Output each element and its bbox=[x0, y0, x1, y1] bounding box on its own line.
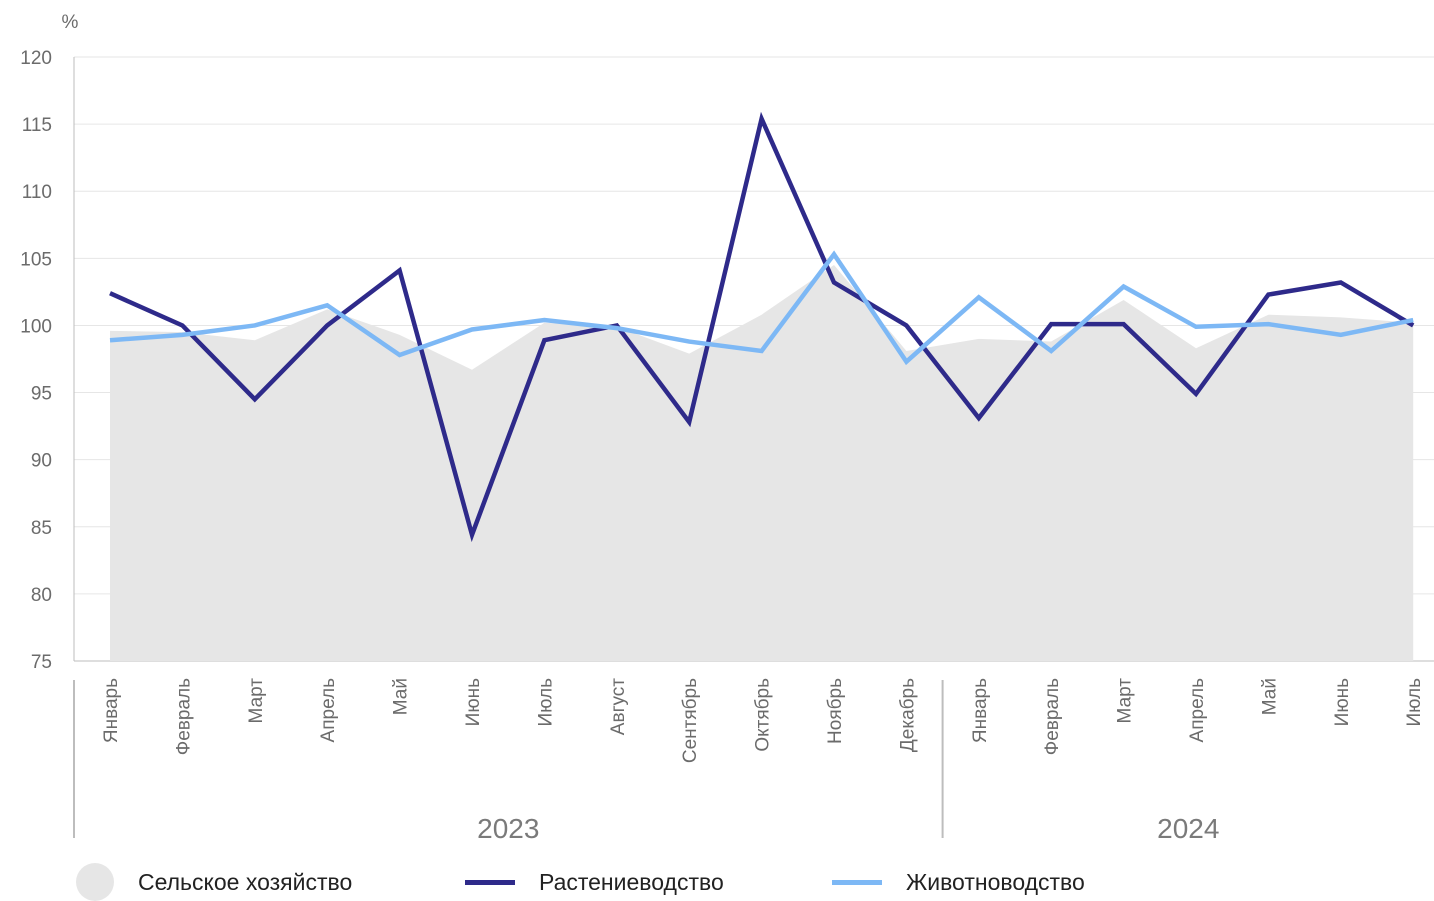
x-category-label: Апрель bbox=[318, 678, 339, 743]
y-tick-label: 105 bbox=[20, 249, 52, 270]
x-category-label: Июль bbox=[535, 678, 556, 727]
area-agriculture bbox=[110, 265, 1414, 661]
series-line-crop bbox=[109, 111, 1415, 543]
x-category-label: Февраль bbox=[1042, 678, 1063, 755]
y-tick-label: 90 bbox=[31, 451, 52, 472]
x-category-label: Август bbox=[608, 678, 629, 735]
x-category-label: Ноябрь bbox=[825, 678, 846, 744]
legend-item-crop: Растениеводство bbox=[465, 866, 724, 898]
legend: Сельское хозяйство Растениеводство Живот… bbox=[0, 863, 1434, 901]
y-tick-label: 75 bbox=[31, 652, 52, 673]
legend-swatch-agriculture bbox=[76, 863, 114, 901]
y-tick-label: 95 bbox=[31, 384, 52, 405]
legend-item-agriculture: Сельское хозяйство bbox=[76, 863, 353, 901]
legend-item-livestock: Животноводство bbox=[832, 866, 1085, 898]
x-category-label: Февраль bbox=[173, 678, 194, 755]
y-unit-label: % bbox=[62, 12, 79, 33]
line-series bbox=[109, 111, 1415, 543]
y-tick-label: 100 bbox=[20, 316, 52, 337]
x-category-label: Март bbox=[246, 678, 267, 724]
y-tick-label: 85 bbox=[31, 518, 52, 539]
series-line-livestock bbox=[109, 250, 1414, 366]
y-tick-label: 110 bbox=[22, 182, 52, 203]
x-category-label: Декабрь bbox=[897, 678, 918, 752]
y-tick-label: 80 bbox=[31, 585, 52, 606]
x-category-label: Июнь bbox=[463, 678, 484, 726]
legend-label-crop: Растениеводство bbox=[539, 868, 724, 895]
legend-swatch-crop bbox=[465, 879, 515, 885]
year-label: 2024 bbox=[1157, 813, 1219, 844]
x-category-label: Сентябрь bbox=[680, 678, 701, 763]
y-tick-label: 120 bbox=[20, 48, 52, 69]
x-axis: Январь Февраль Март Апрель Май Июнь Июль Август… bbox=[73, 678, 1425, 844]
x-category-label: Июль bbox=[1404, 678, 1425, 727]
line-chart: % 75 80 85 90 95 100 105 110 115 120 Январь Феврал… bbox=[20, 12, 1434, 844]
x-category-label: Октябрь bbox=[753, 678, 774, 752]
x-category-label: Май bbox=[391, 678, 412, 715]
y-tick-label: 115 bbox=[22, 115, 52, 136]
x-category-label: Апрель bbox=[1187, 678, 1208, 743]
x-category-label: Июнь bbox=[1332, 678, 1353, 726]
area-series bbox=[110, 265, 1414, 661]
y-axis: 75 80 85 90 95 100 105 110 115 120 bbox=[20, 48, 75, 673]
x-category-label: Январь bbox=[101, 678, 122, 743]
x-category-label: Март bbox=[1115, 678, 1136, 724]
legend-swatch-livestock bbox=[832, 879, 882, 885]
x-category-label: Январь bbox=[970, 678, 991, 743]
x-category-label: Май bbox=[1259, 678, 1280, 715]
legend-label-agriculture: Сельское хозяйство bbox=[138, 868, 353, 895]
legend-label-livestock: Животноводство bbox=[906, 868, 1085, 895]
year-label: 2023 bbox=[477, 813, 539, 844]
